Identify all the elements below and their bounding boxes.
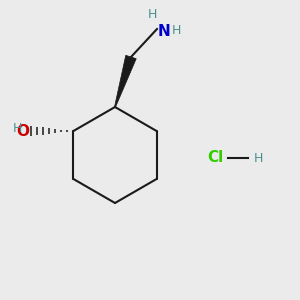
Text: H: H <box>147 8 157 22</box>
Text: H: H <box>253 152 263 164</box>
Polygon shape <box>115 55 136 107</box>
Text: H: H <box>171 25 181 38</box>
Text: Cl: Cl <box>207 151 223 166</box>
Text: O: O <box>16 124 29 139</box>
Text: H: H <box>13 122 22 134</box>
Text: N: N <box>158 23 171 38</box>
